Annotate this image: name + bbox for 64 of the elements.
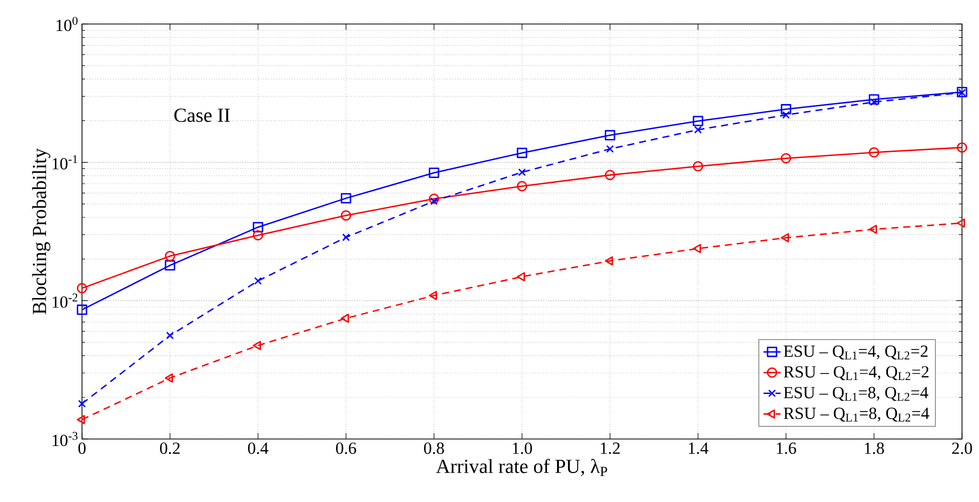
point	[692, 244, 701, 254]
point	[516, 181, 528, 192]
x-tick-label: 2.0	[952, 442, 972, 454]
point	[604, 256, 613, 266]
point	[868, 94, 880, 105]
point	[76, 304, 88, 315]
x-tick-label: 0.2	[160, 442, 180, 454]
point	[782, 111, 790, 119]
x-tick-label: 1.0	[512, 442, 532, 454]
y-tick-label: 10$^{-2}$	[52, 294, 78, 308]
point	[956, 142, 968, 153]
point	[516, 148, 528, 158]
point	[252, 230, 264, 240]
point	[606, 145, 614, 153]
x-tick-label: 1.6	[776, 442, 796, 454]
point	[780, 104, 792, 114]
point	[164, 373, 173, 383]
point	[428, 290, 437, 300]
point	[164, 250, 176, 262]
point	[340, 210, 352, 221]
point	[252, 222, 264, 232]
point	[428, 168, 440, 178]
point	[692, 161, 704, 172]
legend-label: RSU – Q$_{L1}$=8, Q$_{L2}$=4	[784, 408, 930, 422]
legend-label: ESU – Q$_{L1}$=4, Q$_{L2}$=2	[784, 346, 928, 360]
point	[254, 277, 262, 285]
point	[692, 116, 704, 126]
point	[868, 224, 877, 234]
point	[516, 272, 525, 282]
point	[78, 400, 86, 408]
legend-label: RSU – Q$_{L1}$=4, Q$_{L2}$=2	[784, 366, 928, 380]
point	[956, 218, 965, 228]
x-tick-label: 0.8	[424, 442, 444, 454]
y-tick-label: 10$^{-1}$	[52, 155, 78, 170]
y-axis-title: Blocking Probability	[32, 148, 50, 314]
point	[166, 332, 174, 340]
point	[604, 130, 616, 140]
x-tick-label: 0	[78, 442, 86, 454]
point	[76, 283, 88, 294]
point	[780, 153, 792, 164]
point	[604, 170, 616, 180]
point	[342, 233, 350, 242]
point	[870, 98, 878, 106]
point	[76, 415, 85, 424]
point	[340, 193, 352, 204]
x-axis-title: Arrival rate of PU, λ$_{P}$	[436, 458, 608, 476]
x-tick-label: 1.4	[688, 442, 708, 454]
point	[428, 194, 440, 204]
y-tick-label: 10$^{-3}$	[52, 432, 78, 446]
point	[164, 260, 176, 271]
point	[868, 147, 880, 158]
point	[430, 197, 438, 206]
x-tick-label: 1.8	[864, 442, 884, 454]
x-tick-label: 0.4	[248, 442, 268, 454]
point	[518, 168, 526, 176]
point	[694, 126, 702, 134]
x-tick-label: 1.2	[600, 442, 620, 454]
annotation: Case II	[174, 108, 230, 122]
point	[252, 340, 261, 350]
y-tick-label: 10$^{0}$	[56, 16, 78, 32]
point	[340, 314, 349, 323]
legend-label: ESU – Q$_{L1}$=8, Q$_{L2}$=4	[784, 386, 928, 401]
point	[780, 233, 789, 242]
x-tick-label: 0.6	[336, 442, 356, 454]
